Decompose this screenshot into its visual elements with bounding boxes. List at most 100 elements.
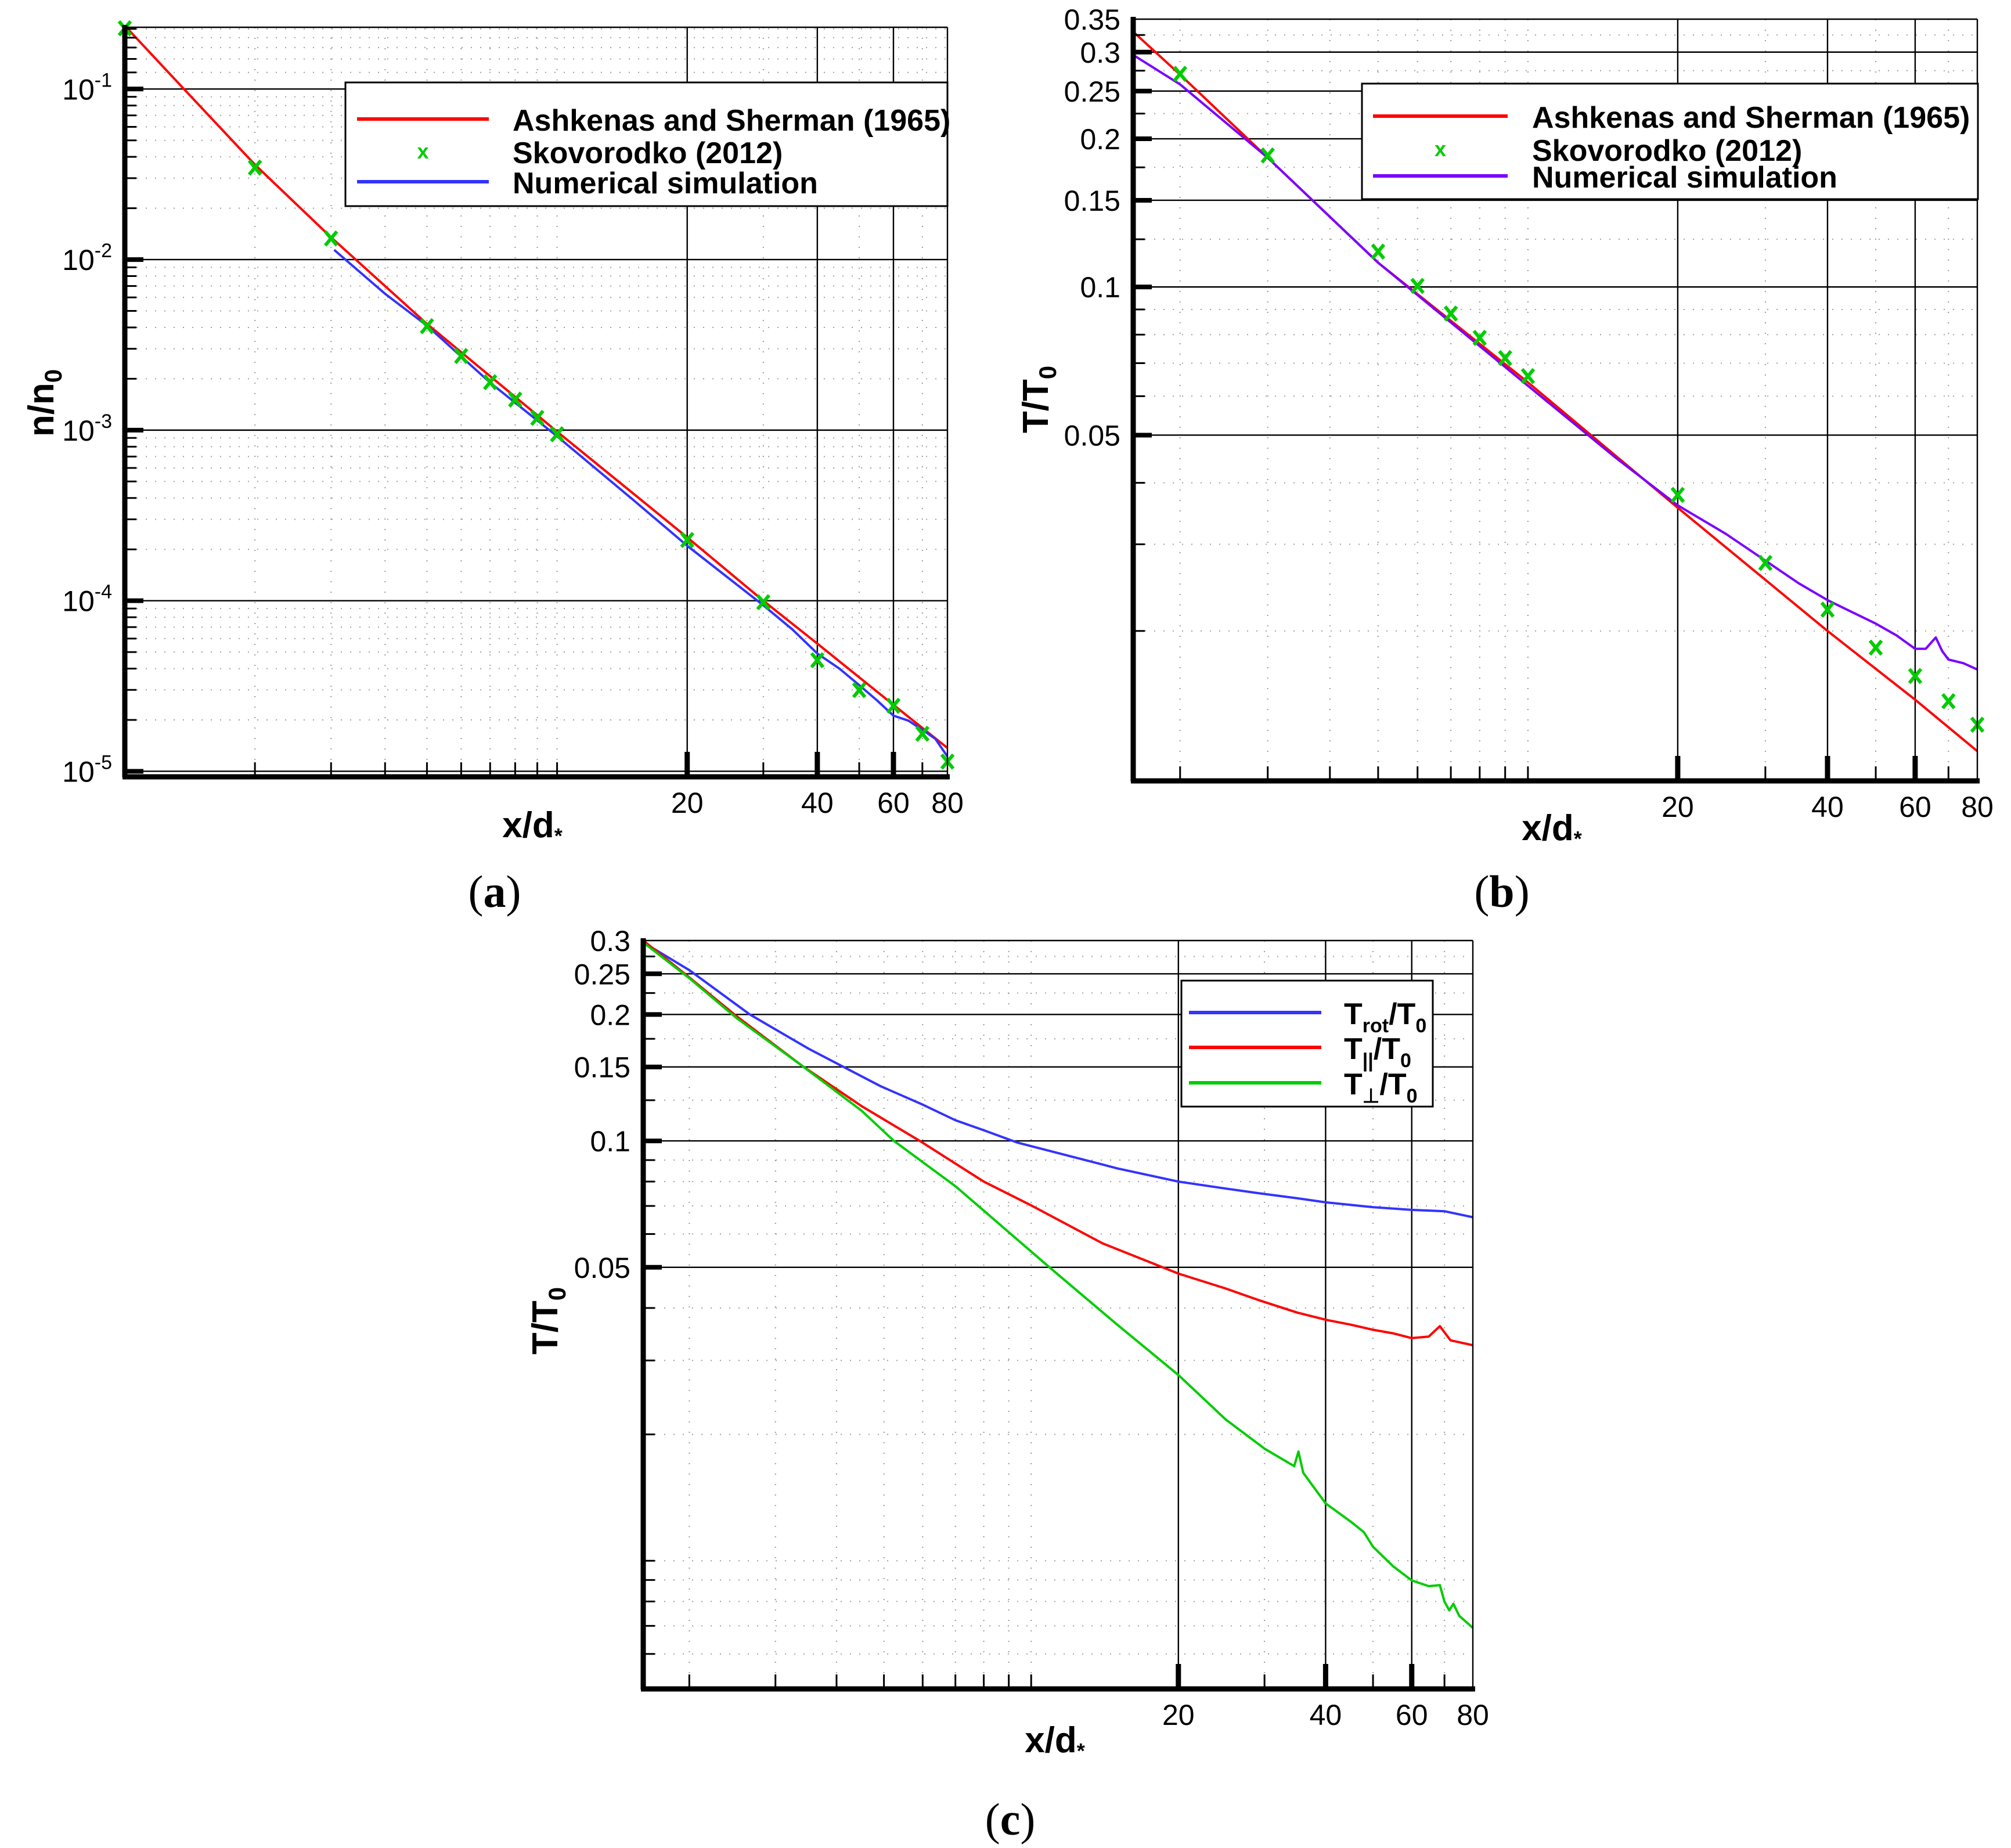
data-marker-x xyxy=(915,725,930,742)
chart-a-y-axis-title: n/n0 xyxy=(21,369,67,437)
legend-item: x Skovorodko (2012) xyxy=(1435,134,1802,168)
y-tick-label: 10-5 xyxy=(62,751,112,788)
chart-a-series xyxy=(117,20,955,770)
chart-b-temperature: 20 40 60 80 0.350.3 0.25 0.2 0.15 0.1 0.05 Ashken… xyxy=(1016,3,1994,917)
legend-item: Numerical simulation xyxy=(1373,161,1837,194)
data-marker-x xyxy=(1820,601,1835,618)
legend-label: Numerical simulation xyxy=(1532,161,1837,194)
y-tick-label: 0.3 xyxy=(590,925,630,957)
data-marker-x xyxy=(508,391,522,408)
panel-label-b: (b) xyxy=(1474,866,1529,917)
x-tick-label: 20 xyxy=(1162,1699,1195,1731)
y-tick-label: 10-1 xyxy=(62,69,112,106)
data-marker-x xyxy=(550,426,564,442)
data-marker-x xyxy=(1520,368,1536,384)
data-marker-x xyxy=(1670,487,1685,503)
legend-marker-swatch: x xyxy=(1435,137,1446,161)
chart-c-y-axis-title: T/T0 xyxy=(525,1287,571,1355)
panel-label-c: (c) xyxy=(985,1794,1036,1845)
legend-item: Numerical simulation xyxy=(357,167,818,200)
data-marker-x xyxy=(1868,639,1883,656)
y-tick-label: 10-4 xyxy=(62,581,112,618)
y-tick-label: 10-2 xyxy=(62,240,112,276)
legend-item: x Skovorodko (2012) xyxy=(417,136,783,170)
y-tick-label: 0.05 xyxy=(1064,419,1120,452)
data-marker-x xyxy=(1371,243,1386,260)
legend-marker-swatch: x xyxy=(417,139,428,163)
chart-c-grid xyxy=(643,941,1473,1687)
data-marker-x xyxy=(1758,554,1773,571)
data-marker-x xyxy=(756,594,771,611)
data-marker-x xyxy=(530,409,545,426)
series-line-2 xyxy=(1133,54,1977,671)
legend-item: T||/T0 xyxy=(1189,1032,1411,1072)
chart-c-axes: 20 40 60 80 0.30.25 0.2 0.15 0.1 0.05 xyxy=(574,925,1489,1731)
x-tick-label: 20 xyxy=(671,787,704,819)
legend-box xyxy=(1180,979,1434,1108)
y-tick-label: 10-3 xyxy=(62,410,112,447)
series-line-0 xyxy=(1133,31,1977,752)
x-tick-label: 80 xyxy=(931,787,964,819)
y-tick-label: 0.3 xyxy=(1080,37,1120,69)
chart-b-series xyxy=(1133,31,1985,752)
data-marker-x xyxy=(420,318,434,334)
series-line-2 xyxy=(643,941,1473,1629)
series-line-2 xyxy=(333,248,947,758)
chart-c-legend: Trot/T0T||/T0T⊥/T0 xyxy=(1180,979,1434,1108)
legend-box xyxy=(1361,82,1979,200)
data-marker-x xyxy=(886,697,901,714)
chart-a-axes: 20 40 60 80 10-1 10-2 10-3 10-4 10-5 xyxy=(62,25,964,819)
series-line-0 xyxy=(643,941,1473,1219)
legend-box xyxy=(344,81,949,207)
legend-label: Trot/T0 xyxy=(1344,997,1426,1037)
chart-c-x-axis-title: x/d* xyxy=(1025,1720,1085,1763)
legend-label: T||/T0 xyxy=(1344,1032,1411,1072)
data-marker-x xyxy=(247,159,262,176)
data-marker-x xyxy=(323,230,338,247)
legend-item: T⊥/T0 xyxy=(1189,1068,1418,1107)
x-tick-label: 60 xyxy=(877,787,910,819)
legend-label: Skovorodko (2012) xyxy=(513,136,783,170)
y-tick-label: 0.15 xyxy=(574,1051,630,1084)
x-tick-label: 20 xyxy=(1662,791,1694,823)
x-tick-label: 40 xyxy=(1310,1699,1342,1731)
legend-label: Skovorodko (2012) xyxy=(1532,134,1802,168)
data-marker-x xyxy=(680,532,695,548)
y-tick-label: 0.05 xyxy=(574,1252,630,1284)
data-marker-x xyxy=(1443,305,1458,322)
legend-label: Ashkenas and Sherman (1965) xyxy=(513,104,950,138)
data-marker-x xyxy=(852,682,867,698)
data-marker-x xyxy=(454,348,468,365)
data-marker-x xyxy=(1472,330,1487,346)
y-tick-label: 0.2 xyxy=(590,999,630,1031)
x-tick-label: 60 xyxy=(1899,791,1931,823)
x-tick-label: 40 xyxy=(801,787,834,819)
legend-label: T⊥/T0 xyxy=(1344,1068,1418,1107)
y-tick-label: 0.25 xyxy=(1064,75,1120,108)
y-tick-label: 0.2 xyxy=(1080,123,1120,156)
data-marker-x xyxy=(1498,350,1512,366)
data-marker-x xyxy=(810,652,825,669)
y-tick-label: 0.25 xyxy=(574,958,630,990)
chart-a-density: 20 40 60 80 10-1 10-2 10-3 10-4 10-5 Ashkenas an… xyxy=(21,20,964,917)
chart-c-temperature-components: 20 40 60 80 0.30.25 0.2 0.15 0.1 0.05 Trot/T0T||… xyxy=(525,925,1489,1845)
chart-c-series xyxy=(643,941,1473,1629)
chart-a-x-axis-title: x/d* xyxy=(502,805,563,848)
x-tick-label: 60 xyxy=(1396,1699,1428,1731)
chart-b-legend: Ashkenas and Sherman (1965) x Skovorodko (… xyxy=(1361,82,1979,200)
legend-label: Ashkenas and Sherman (1965) xyxy=(1532,101,1970,135)
chart-a-legend: Ashkenas and Sherman (1965) x Skovorodko (… xyxy=(344,81,950,207)
panel-label-a: (a) xyxy=(468,866,521,917)
y-tick-label: 0.15 xyxy=(1064,185,1120,217)
legend-item: Ashkenas and Sherman (1965) xyxy=(1373,101,1970,135)
data-marker-x xyxy=(1908,668,1923,685)
y-tick-label: 0.1 xyxy=(1080,271,1120,304)
x-tick-label: 80 xyxy=(1961,791,1994,823)
legend-item: Ashkenas and Sherman (1965) xyxy=(357,104,950,138)
chart-b-axes: 20 40 60 80 0.350.3 0.25 0.2 0.15 0.1 0.05 xyxy=(1064,3,1994,823)
y-tick-label: 0.35 xyxy=(1064,3,1120,36)
legend-label: Numerical simulation xyxy=(513,167,818,200)
x-tick-label: 80 xyxy=(1457,1699,1489,1731)
